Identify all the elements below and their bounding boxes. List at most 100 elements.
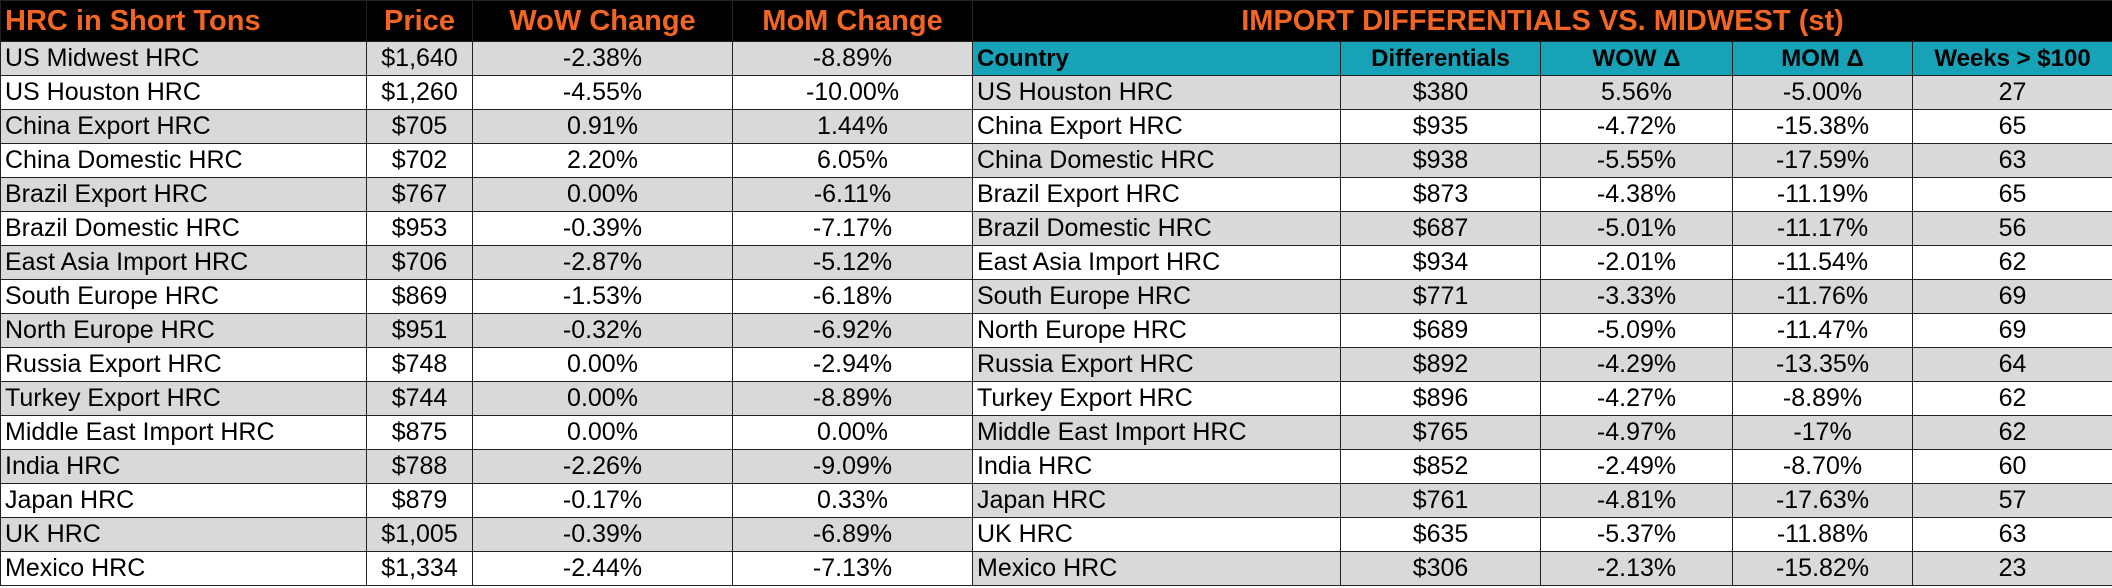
differential-cell-differential: $852 [1340,449,1541,484]
differential-cell-wow-delta: -2.13% [1540,551,1733,586]
differential-cell-country: US Houston HRC [972,75,1341,110]
hrc-price-cell-mom-change: -6.18% [732,279,973,314]
differential-cell-wow-delta: -5.01% [1540,211,1733,246]
hrc-price-cell-mom-change: -6.89% [732,517,973,552]
hrc-price-cell-name: Japan HRC [0,483,367,518]
hrc-price-row: Brazil Export HRC $767 0.00% -6.11% [0,177,973,212]
hrc-price-row: Japan HRC $879 -0.17% 0.33% [0,483,973,518]
hrc-price-cell-wow-change: -2.44% [472,551,733,586]
hrc-price-cell-price: $706 [366,245,473,280]
differential-cell-mom-delta: -11.47% [1732,313,1913,348]
hrc-price-cell-name: US Midwest HRC [0,41,367,76]
differential-cell-country: Turkey Export HRC [972,381,1341,416]
hrc-price-cell-mom-change: -6.11% [732,177,973,212]
hrc-price-cell-name: Mexico HRC [0,551,367,586]
hrc-price-row: UK HRC $1,005 -0.39% -6.89% [0,517,973,552]
differential-cell-wow-delta: -4.97% [1540,415,1733,450]
hrc-price-cell-price: $744 [366,381,473,416]
differential-cell-country: China Domestic HRC [972,143,1341,178]
differential-cell-wow-delta: -5.55% [1540,143,1733,178]
hrc-price-cell-name: South Europe HRC [0,279,367,314]
hrc-price-cell-wow-change: -0.17% [472,483,733,518]
differential-cell-differential: $938 [1340,143,1541,178]
differential-cell-country: UK HRC [972,517,1341,552]
hrc-price-cell-wow-change: -2.26% [472,449,733,484]
differential-row: Middle East Import HRC $765 -4.97% -17% 62 [972,415,2112,450]
differential-cell-mom-delta: -11.54% [1732,245,1913,280]
differential-cell-differential: $635 [1340,517,1541,552]
differential-cell-differential: $896 [1340,381,1541,416]
hrc-price-cell-mom-change: 6.05% [732,143,973,178]
differential-cell-weeks-over-100: 63 [1911,517,2112,552]
hrc-price-row: India HRC $788 -2.26% -9.09% [0,449,973,484]
hrc-price-cell-mom-change: -6.92% [732,313,973,348]
hrc-price-cell-price: $767 [366,177,473,212]
differential-cell-country: Russia Export HRC [972,347,1341,382]
differential-cell-mom-delta: -15.82% [1732,551,1913,586]
hrc-price-cell-wow-change: 0.00% [472,177,733,212]
hrc-price-cell-name: Brazil Domestic HRC [0,211,367,246]
hrc-price-row: Turkey Export HRC $744 0.00% -8.89% [0,381,973,416]
differential-cell-differential: $873 [1340,177,1541,212]
differential-cell-wow-delta: -3.33% [1540,279,1733,314]
differential-row: South Europe HRC $771 -3.33% -11.76% 69 [972,279,2112,314]
import-differentials-header-row: Country Differentials WOW Δ MOM Δ Weeks … [972,41,2112,76]
header-hrc-in-short-tons: HRC in Short Tons [0,0,367,42]
hrc-price-cell-wow-change: 0.00% [472,381,733,416]
hrc-price-cell-price: $788 [366,449,473,484]
differential-cell-differential: $306 [1340,551,1541,586]
import-differentials-table: IMPORT DIFFERENTIALS VS. MIDWEST (st) Co… [971,0,2112,586]
differential-cell-differential: $380 [1340,75,1541,110]
differential-cell-mom-delta: -11.19% [1732,177,1913,212]
hrc-price-cell-mom-change: 0.33% [732,483,973,518]
differential-cell-wow-delta: -5.37% [1540,517,1733,552]
differential-cell-weeks-over-100: 64 [1911,347,2112,382]
differential-cell-wow-delta: 5.56% [1540,75,1733,110]
differential-cell-country: Brazil Export HRC [972,177,1341,212]
differential-row: Mexico HRC $306 -2.13% -15.82% 23 [972,551,2112,586]
differential-row: China Export HRC $935 -4.72% -15.38% 65 [972,109,2112,144]
differential-cell-weeks-over-100: 56 [1911,211,2112,246]
differential-cell-wow-delta: -4.29% [1540,347,1733,382]
differential-cell-weeks-over-100: 62 [1911,415,2112,450]
differential-cell-differential: $689 [1340,313,1541,348]
differential-cell-differential: $934 [1340,245,1541,280]
differential-cell-wow-delta: -5.09% [1540,313,1733,348]
hrc-price-cell-mom-change: 1.44% [732,109,973,144]
hrc-price-cell-mom-change: -2.94% [732,347,973,382]
differential-cell-wow-delta: -4.72% [1540,109,1733,144]
import-differentials-title-row: IMPORT DIFFERENTIALS VS. MIDWEST (st) [971,0,2112,42]
differential-cell-mom-delta: -11.17% [1732,211,1913,246]
differential-cell-country: China Export HRC [972,109,1341,144]
differential-cell-country: Japan HRC [972,483,1341,518]
hrc-price-cell-wow-change: -0.39% [472,517,733,552]
hrc-price-cell-name: Middle East Import HRC [0,415,367,450]
differential-row: Brazil Domestic HRC $687 -5.01% -11.17% 56 [972,211,2112,246]
differential-cell-weeks-over-100: 69 [1911,313,2112,348]
differential-cell-wow-delta: -2.49% [1540,449,1733,484]
hrc-price-cell-wow-change: 0.00% [472,415,733,450]
differential-cell-weeks-over-100: 65 [1911,109,2112,144]
differential-cell-differential: $761 [1340,483,1541,518]
differential-cell-weeks-over-100: 57 [1911,483,2112,518]
header-price: Price [366,0,473,42]
differential-cell-country: North Europe HRC [972,313,1341,348]
hrc-price-cell-name: China Export HRC [0,109,367,144]
hrc-price-cell-price: $869 [366,279,473,314]
differential-cell-country: India HRC [972,449,1341,484]
hrc-price-row: South Europe HRC $869 -1.53% -6.18% [0,279,973,314]
hrc-price-cell-price: $875 [366,415,473,450]
differential-cell-differential: $687 [1340,211,1541,246]
differential-row: North Europe HRC $689 -5.09% -11.47% 69 [972,313,2112,348]
import-differentials-title: IMPORT DIFFERENTIALS VS. MIDWEST (st) [971,0,2112,42]
differential-cell-wow-delta: -4.38% [1540,177,1733,212]
hrc-price-cell-name: India HRC [0,449,367,484]
differential-row: India HRC $852 -2.49% -8.70% 60 [972,449,2112,484]
hrc-prices-header-row: HRC in Short Tons Price WoW Change MoM C… [0,0,973,42]
differential-cell-mom-delta: -5.00% [1732,75,1913,110]
header-differentials: Differentials [1340,41,1541,76]
header-wow-change: WoW Change [472,0,733,42]
differential-cell-wow-delta: -4.27% [1540,381,1733,416]
hrc-price-cell-price: $953 [366,211,473,246]
header-weeks-over-100: Weeks > $100 [1911,41,2112,76]
